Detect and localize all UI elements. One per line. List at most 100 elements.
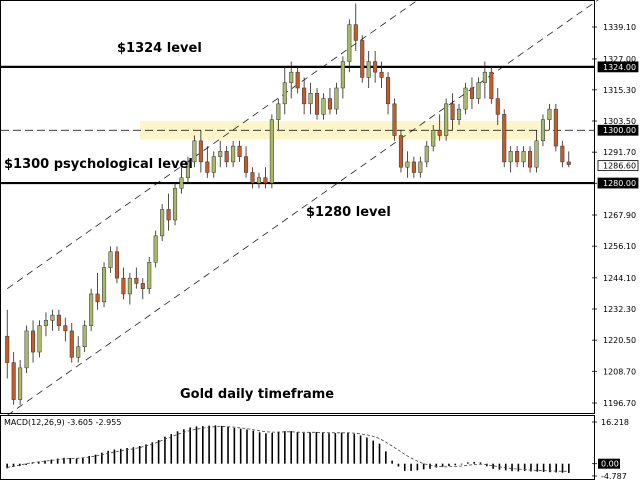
candle-body-up (185, 161, 190, 179)
candle (50, 309, 55, 331)
candle-body-down (502, 114, 507, 163)
candle (160, 204, 165, 242)
candle (534, 130, 539, 173)
macd-signal-path (7, 425, 569, 472)
price-tick-label: 1220.50 (603, 336, 636, 345)
candle (347, 19, 352, 73)
candle-body-up (340, 61, 345, 89)
candle (76, 336, 81, 363)
candle (276, 98, 281, 131)
candle (398, 130, 403, 173)
candle (463, 82, 468, 115)
candle (250, 167, 255, 189)
candle-body-up (231, 145, 236, 163)
price-tag-label: 1324.00 (603, 63, 636, 72)
macd-axis: 16.218 0.00 -4.787 (592, 418, 629, 481)
candle (5, 309, 10, 379)
candle-body-up (366, 61, 371, 78)
candle-body-down (250, 172, 255, 184)
candle (502, 109, 507, 168)
candle (18, 359, 23, 405)
candle (540, 114, 545, 147)
candle (31, 320, 36, 363)
price-tick-label: 1208.70 (603, 367, 636, 376)
candle (11, 352, 16, 405)
price-tick-label: 1303.50 (603, 117, 636, 126)
macd-title: MACD(12,26,9) -3.605 -2.955 (4, 418, 121, 427)
candle (82, 320, 87, 353)
macd-histogram (6, 425, 570, 473)
channel-lower-line (6, 0, 599, 416)
candle (418, 156, 423, 178)
candle-body-up (534, 140, 539, 168)
candle (489, 66, 494, 104)
channel-upper-line (6, 0, 419, 289)
candle-body-up (431, 129, 436, 147)
candle (405, 151, 410, 178)
candle-body-up (218, 151, 223, 157)
candle-body-down (56, 314, 61, 326)
level-label-1324: $1324 level (117, 41, 202, 56)
candle-body-down (495, 98, 500, 115)
candle (153, 230, 158, 268)
price-tag-box (597, 160, 639, 172)
candle (469, 77, 474, 110)
candle (340, 56, 345, 99)
candle (256, 172, 261, 189)
candle-body-up (256, 177, 261, 184)
candle (43, 312, 48, 337)
candle-body-down (140, 283, 145, 289)
candle-body-up (127, 277, 132, 295)
candle-body-down (489, 71, 494, 99)
candle (379, 61, 384, 88)
price-tick-label: 1256.10 (603, 242, 636, 251)
candle (127, 272, 132, 305)
candle (560, 140, 565, 168)
candle (295, 66, 300, 94)
candle-body-up (405, 161, 410, 168)
candle (89, 288, 94, 331)
candle (69, 322, 74, 363)
candle-body-up (482, 71, 487, 83)
candle-body-down (528, 151, 533, 168)
candle-body-down (121, 277, 126, 295)
candle-body-up (179, 177, 184, 189)
candle-body-up (50, 314, 55, 321)
candle (24, 325, 29, 374)
candle (224, 146, 229, 168)
candle-body-down (392, 103, 397, 136)
candle (457, 103, 462, 125)
candle-body-up (424, 145, 429, 163)
candle-body-down (379, 71, 384, 78)
candle-body-up (521, 151, 526, 163)
candle (140, 278, 145, 300)
candle-body-down (353, 24, 358, 41)
macd-tick-label: 16.218 (601, 418, 629, 427)
candle-body-down (360, 40, 365, 78)
candle-body-down (450, 103, 455, 120)
candle-body-down (205, 161, 210, 173)
price-tick-label: 1232.30 (603, 305, 636, 314)
candle-body-down (327, 98, 332, 110)
candle (56, 309, 61, 331)
candle (321, 93, 326, 120)
candle (185, 156, 190, 184)
candle (521, 146, 526, 168)
candle-body-down (437, 129, 442, 136)
candle (244, 146, 249, 178)
price-tick-label: 1244.10 (603, 274, 636, 283)
candle-body-down (198, 140, 203, 163)
candle-body-up (82, 325, 87, 348)
candle-body-up (269, 119, 274, 184)
candle (173, 183, 178, 226)
candle-body-up (108, 251, 113, 268)
price-tag-box (597, 124, 639, 136)
candle-body-down (31, 330, 36, 353)
candle (547, 103, 552, 131)
price-tag-box (597, 177, 639, 189)
candle (437, 114, 442, 141)
candle-body-down (95, 293, 100, 303)
candle (289, 61, 294, 99)
